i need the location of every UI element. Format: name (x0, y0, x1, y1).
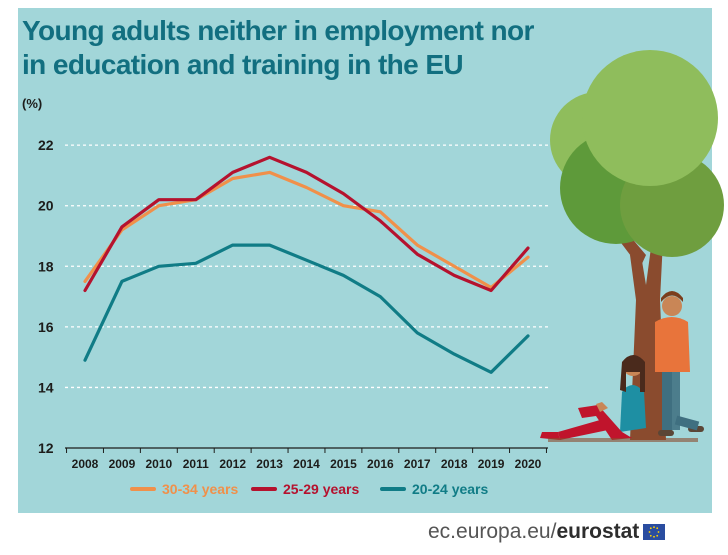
y-axis: 12 14 16 18 20 22 (38, 137, 54, 456)
x-tick-label-2009: 2009 (109, 457, 136, 471)
footer-domain: ec.europa.eu/ (428, 520, 557, 543)
x-axis: 2008 2009 2010 2011 2012 2013 2014 2015 2016 2017… (65, 447, 548, 471)
x-tick-label-2016: 2016 (367, 457, 394, 471)
x-tick-label-2012: 2012 (219, 457, 246, 471)
x-tick-label-2018: 2018 (441, 457, 468, 471)
y-tick-label-18: 18 (38, 258, 54, 274)
series-line-25-29-years (83, 155, 530, 293)
x-tick-label-2019: 2019 (478, 457, 505, 471)
x-tick-label-2008: 2008 (72, 457, 99, 471)
chart-title: Young adults neither in employment nor i… (22, 15, 534, 80)
x-tick-label-2014: 2014 (293, 457, 320, 471)
y-tick-label-12: 12 (38, 440, 54, 456)
legend: 30-34 years 25-29 years 20-24 years (130, 481, 489, 497)
series-lines (83, 155, 530, 374)
footer-brand: eurostat (556, 520, 640, 543)
y-tick-label-22: 22 (38, 137, 54, 153)
legend-label-2: 20-24 years (412, 481, 489, 497)
series-line-30-34-years (83, 170, 530, 290)
x-tick-label-2015: 2015 (330, 457, 357, 471)
legend-label-1: 25-29 years (283, 481, 360, 497)
y-axis-unit: (%) (22, 96, 43, 111)
x-tick-label-2011: 2011 (183, 457, 209, 471)
source-footer: ec.europa.eu/eurostat (428, 520, 666, 544)
y-tick-label-20: 20 (38, 198, 54, 214)
x-tick-label-2017: 2017 (404, 457, 431, 471)
gridlines (65, 144, 548, 389)
x-tick-label-2020: 2020 (515, 457, 542, 471)
eu-flag-icon (643, 524, 666, 541)
x-tick-label-2010: 2010 (145, 457, 172, 471)
tree-and-people-illustration (540, 50, 724, 442)
legend-label-0: 30-34 years (162, 481, 239, 497)
y-tick-label-14: 14 (38, 379, 54, 395)
y-tick-label-16: 16 (38, 319, 54, 335)
x-tick-label-2013: 2013 (256, 457, 283, 471)
series-line-20-24-years (83, 243, 530, 374)
